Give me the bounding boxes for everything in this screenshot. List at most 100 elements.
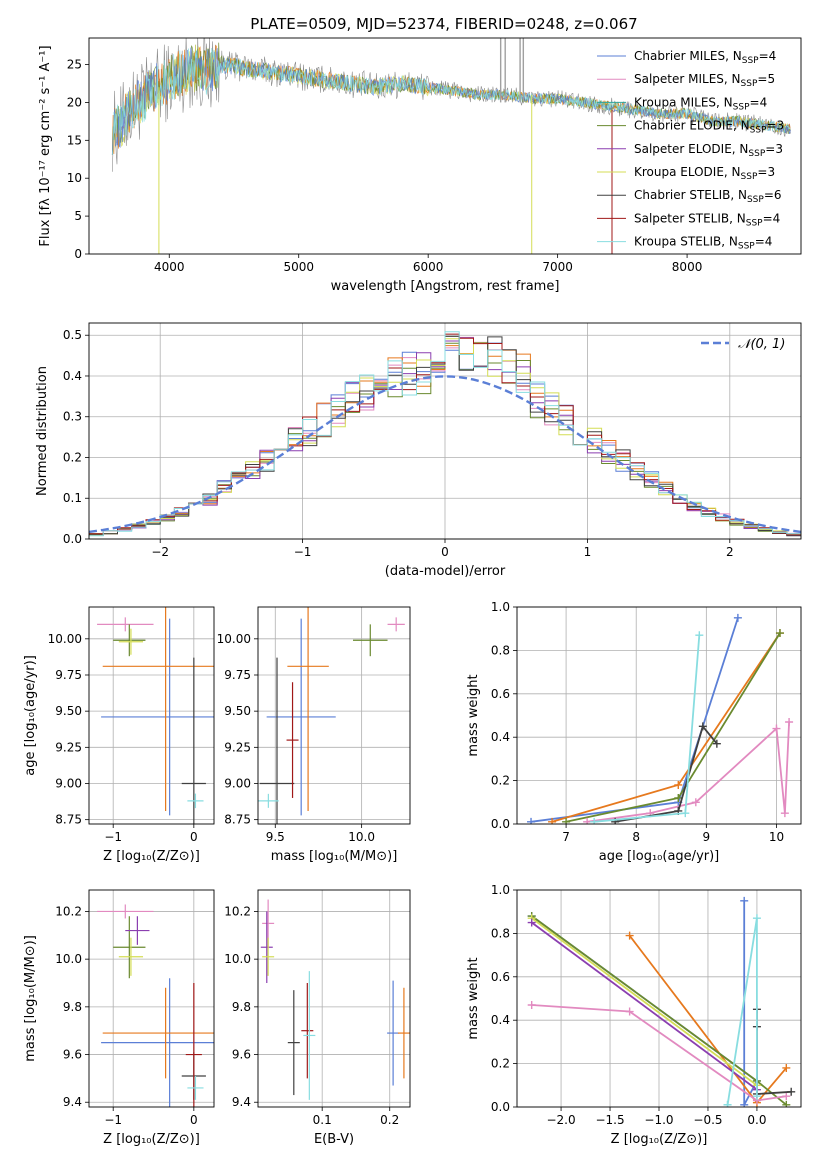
x-axis-label: (data-model)/error xyxy=(385,564,506,579)
weight-marker xyxy=(674,780,683,789)
weight-marker xyxy=(625,1007,634,1016)
legend-entry-value: =3 xyxy=(766,119,784,133)
errorbar-point xyxy=(287,990,300,1096)
y-axis-label: age [log₁₀(age/yr)] xyxy=(23,655,38,776)
x-axis-label: E(B-V) xyxy=(314,1132,354,1147)
axes-frame xyxy=(88,37,802,255)
x-tick-label: 9 xyxy=(703,830,711,844)
errorbar-point xyxy=(301,983,314,1079)
weight-marker xyxy=(782,1092,791,1101)
x-tick-label: 4000 xyxy=(154,260,185,274)
y-tick-label: 10.0 xyxy=(55,952,82,966)
legend-entry-value: =3 xyxy=(765,142,783,156)
y-tick-label: 0.3 xyxy=(63,410,82,424)
y-tick-label: 9.25 xyxy=(224,740,251,754)
legend-entry-label: Kroupa MILES, N xyxy=(634,95,733,109)
axes-frame xyxy=(88,322,802,540)
x-tick-label: 8 xyxy=(632,830,640,844)
panel-spectrum: 4000 5000 6000 7000 8000 0 5 10 15 20 25 wavelength… xyxy=(38,37,802,294)
legend-entry: Kroupa MILES, NSSP=4 xyxy=(634,95,767,112)
legend-entry-value: =4 xyxy=(763,211,781,225)
y-tick-label: 10.0 xyxy=(224,952,251,966)
y-tick-label: 0.0 xyxy=(491,817,510,831)
weight-marker xyxy=(698,722,707,731)
normal-curve xyxy=(89,375,801,534)
x-tick-label: 6000 xyxy=(413,260,444,274)
y-tick-label: 9.75 xyxy=(224,668,251,682)
x-tick-label: −1 xyxy=(104,1113,122,1127)
x-tick-label: 2 xyxy=(726,545,734,559)
y-tick-label: 9.50 xyxy=(224,704,251,718)
panel-age_vs_Z: −1 0 8.75 9.00 9.25 9.50 9.75 10.00 Z [log₁₀(Z/Z… xyxy=(23,606,215,864)
panel-weight_vs_Z: −2.0 −1.5 −1.0 −0.5 0.0 0.0 0.2 0.4 0.6 0.8 1.0 Z [… xyxy=(466,883,802,1147)
weight-marker xyxy=(775,629,784,638)
y-tick-label: 10 xyxy=(67,171,82,185)
legend-entry-sub: SSP xyxy=(738,242,755,252)
errorbar-point xyxy=(387,980,400,1086)
y-tick-label: 10.00 xyxy=(48,632,82,646)
legend-entry-label: Chabrier STELIB, N xyxy=(634,188,747,202)
errorbar-point xyxy=(97,617,154,632)
errorbar-point xyxy=(266,618,336,816)
panel-weight_vs_age: 7 8 9 10 0.0 0.2 0.4 0.6 0.8 1.0 age [log₁₀(age/yr… xyxy=(466,600,802,864)
weight-marker xyxy=(772,724,781,733)
y-tick-label: 0.8 xyxy=(491,643,510,657)
y-axis-label: Flux [fλ 10⁻¹⁷ erg cm⁻² s⁻¹ A⁻¹] xyxy=(38,45,53,246)
weight-marker xyxy=(723,1100,732,1107)
errorbar-point xyxy=(102,607,214,811)
legend-entry-sub: SSP xyxy=(741,172,758,182)
errorbar-point xyxy=(262,937,275,976)
y-tick-label: 25 xyxy=(67,58,82,72)
x-axis-label: wavelength [Angstrom, rest frame] xyxy=(331,279,560,294)
weight-marker xyxy=(740,896,749,905)
plot-area-age_vs_Z xyxy=(97,607,214,824)
weight-marker xyxy=(712,739,721,748)
errorbar-point xyxy=(287,607,329,811)
weight-marker xyxy=(782,1063,791,1072)
x-tick-label: −2 xyxy=(151,545,169,559)
legend-entry: Kroupa STELIB, NSSP=4 xyxy=(634,235,772,252)
legend-entry-value: =4 xyxy=(759,49,777,63)
x-tick-label: 0 xyxy=(190,1113,198,1127)
legend-entry-sub: SSP xyxy=(746,218,763,228)
axes-frame xyxy=(516,889,802,1108)
y-tick-label: 8.75 xyxy=(55,813,82,827)
y-tick-label: 0.6 xyxy=(491,687,510,701)
y-tick-label: 0.2 xyxy=(491,1057,510,1071)
plot-area-weight_vs_Z xyxy=(527,896,796,1107)
errorbar-point xyxy=(397,987,410,1079)
legend-entry-value: =3 xyxy=(757,165,775,179)
x-tick-label: 9.5 xyxy=(266,830,285,844)
legend-entry-label: Chabrier MILES, N xyxy=(634,49,742,63)
legend-entry-sub: SSP xyxy=(750,126,767,136)
y-tick-label: 9.4 xyxy=(232,1095,251,1109)
x-tick-label: 0 xyxy=(441,545,449,559)
errorbar-point xyxy=(102,987,214,1079)
weight-marker xyxy=(527,817,536,824)
x-tick-label: 10.0 xyxy=(348,830,375,844)
y-tick-label: 0.2 xyxy=(63,450,82,464)
legend-entry-label: Salpeter MILES, N xyxy=(634,72,741,86)
weight-marker xyxy=(780,809,789,818)
legend-entry-label: Kroupa ELODIE, N xyxy=(634,165,741,179)
errorbar-point xyxy=(113,624,146,657)
errorbar-point xyxy=(260,911,273,983)
y-tick-label: 0.1 xyxy=(63,491,82,505)
x-tick-label: −2.0 xyxy=(546,1113,575,1127)
legend-entry-sub: SSP xyxy=(741,79,758,89)
legend-entry-value: =4 xyxy=(755,235,773,249)
legend-entry-sub: SSP xyxy=(733,102,750,112)
x-tick-label: 0.0 xyxy=(747,1113,766,1127)
x-tick-label: 8000 xyxy=(672,260,703,274)
weight-marker xyxy=(583,817,592,824)
weight-series-line xyxy=(531,917,758,1087)
legend-entry-sub: SSP xyxy=(742,56,759,66)
x-tick-label: −1.5 xyxy=(595,1113,624,1127)
weight-series-line xyxy=(531,1004,787,1102)
errorbar-point xyxy=(101,618,214,816)
weight-marker xyxy=(695,631,704,640)
axes-frame xyxy=(257,606,411,825)
errorbar-point xyxy=(259,657,295,824)
y-tick-label: 0.4 xyxy=(491,1013,510,1027)
